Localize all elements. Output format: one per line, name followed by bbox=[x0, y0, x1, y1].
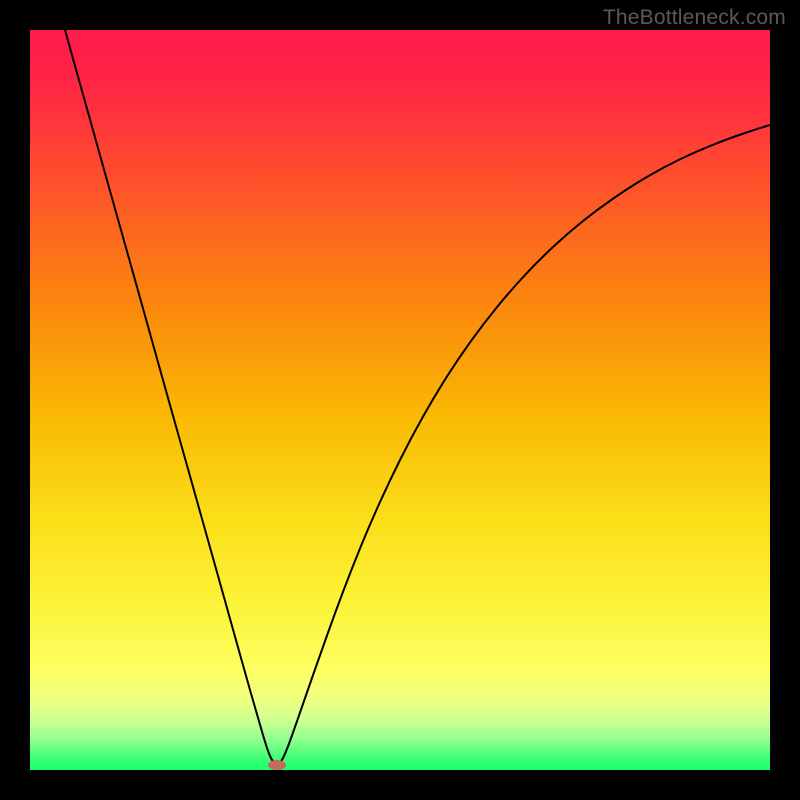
chart-svg bbox=[30, 30, 770, 770]
minimum-marker bbox=[268, 760, 286, 770]
watermark-text: TheBottleneck.com bbox=[603, 6, 786, 30]
plot-area bbox=[30, 30, 770, 770]
gradient-background bbox=[30, 30, 770, 770]
